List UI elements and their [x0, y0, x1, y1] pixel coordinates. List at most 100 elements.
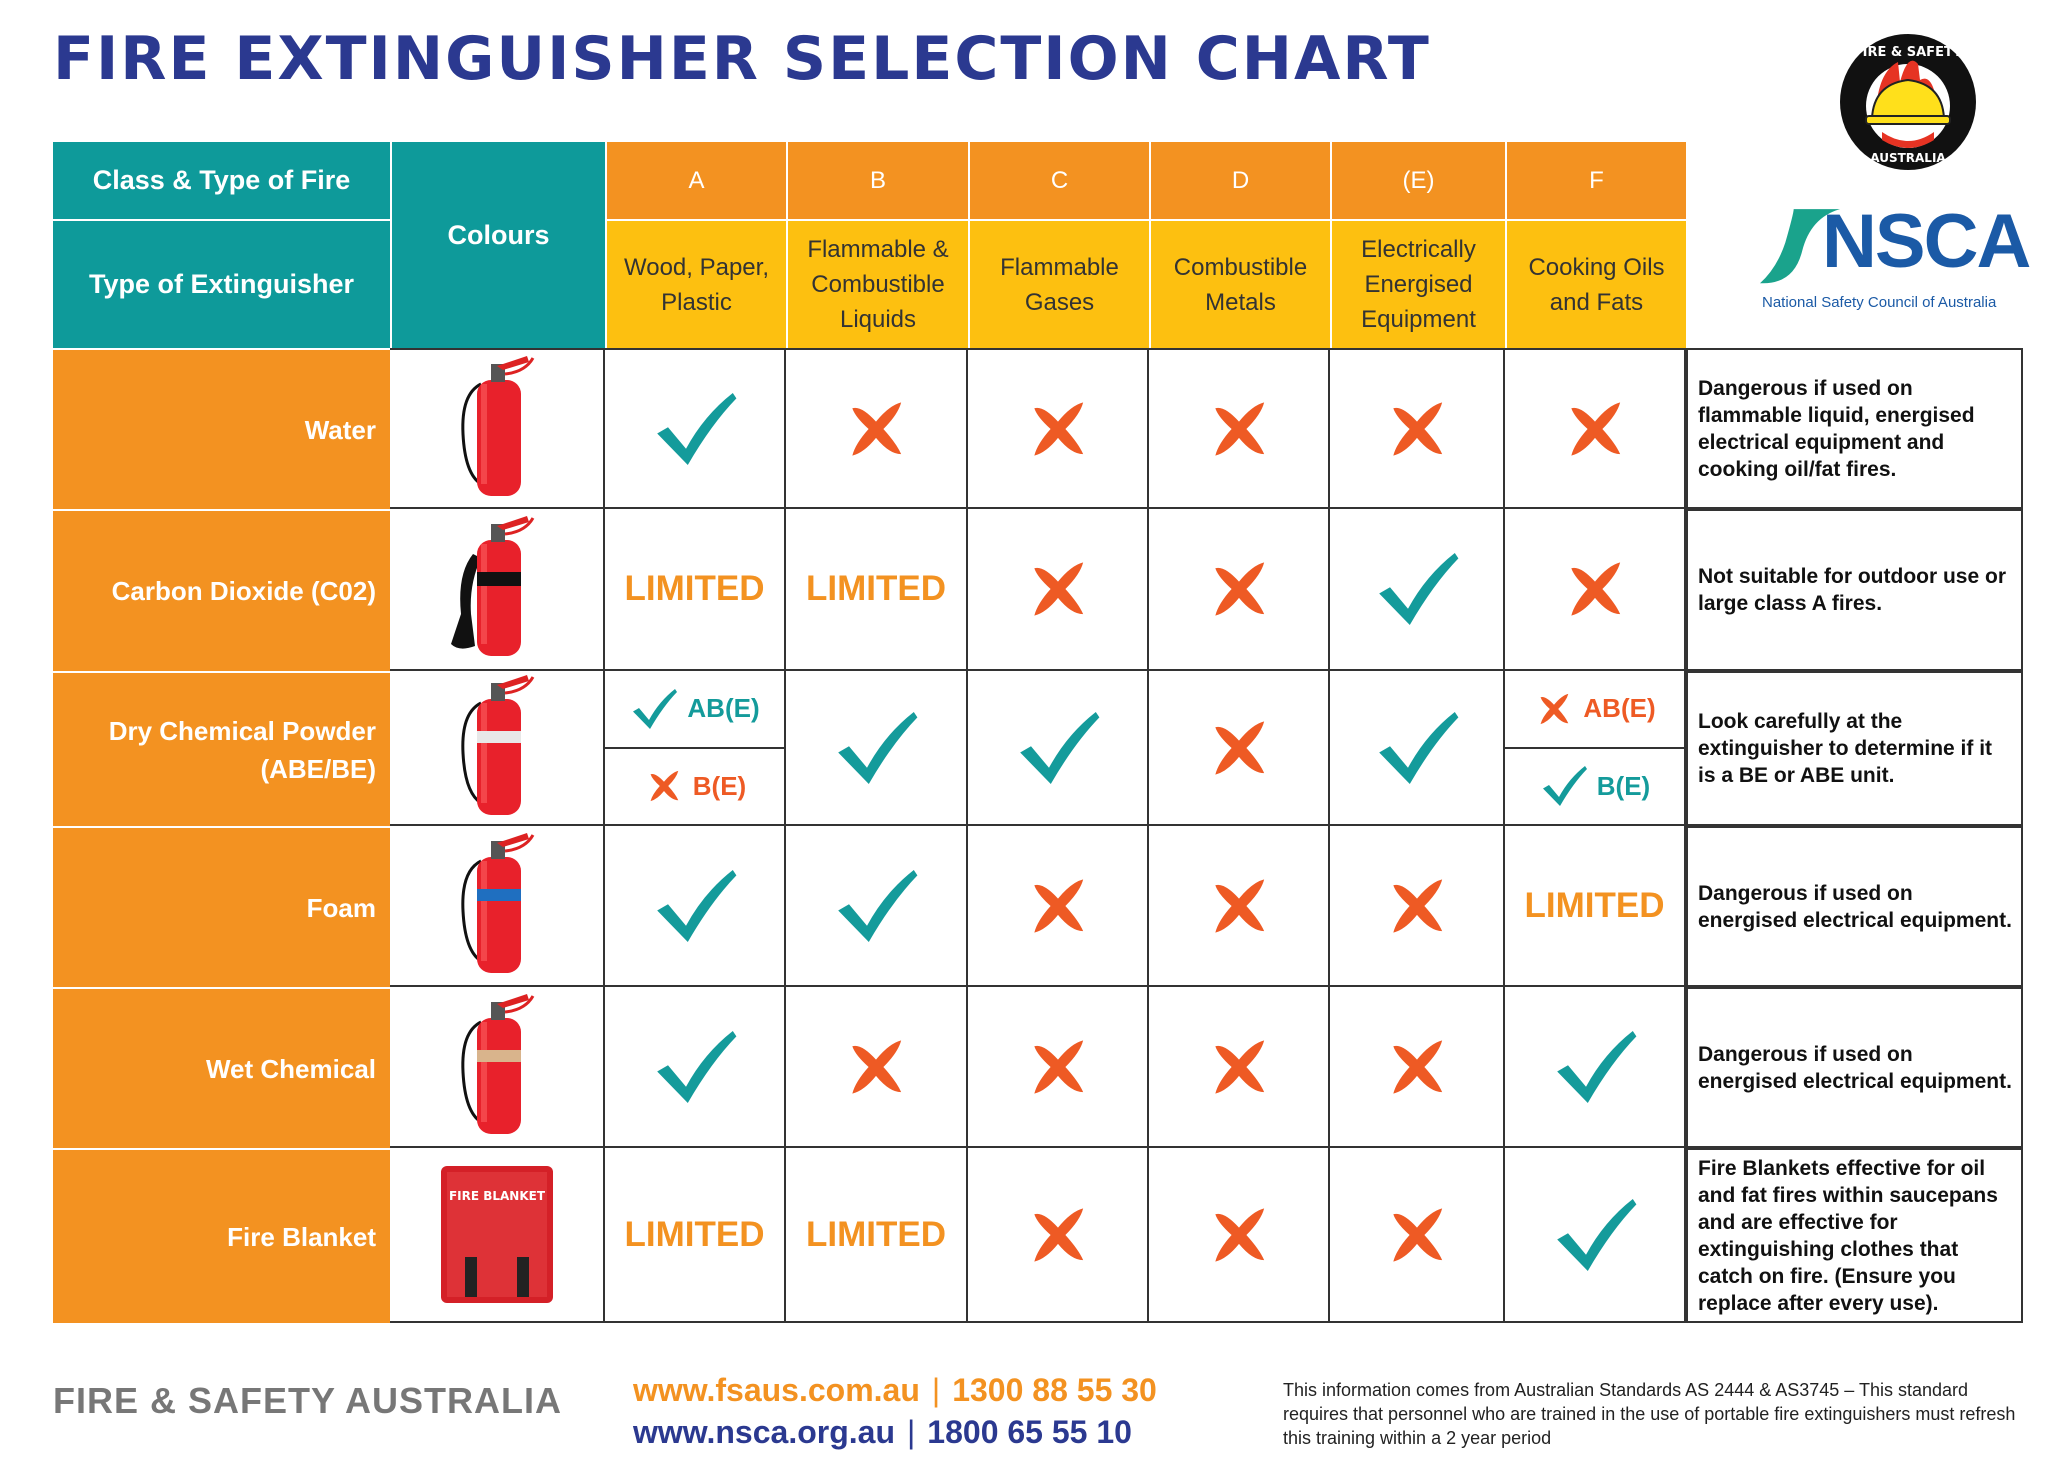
split-bottom: B(E) [605, 749, 784, 825]
footer-divider: | [906, 1414, 916, 1450]
check-icon [838, 869, 918, 942]
cross-icon [1033, 878, 1083, 933]
class-description: Wood, Paper, Plastic [605, 219, 786, 348]
extinguisher-type-label: Carbon Dioxide (C02) [53, 509, 390, 671]
suitability-cell [605, 987, 786, 1148]
check-icon [838, 711, 918, 784]
warning-note: Not suitable for outdoor use or large cl… [1686, 509, 2023, 671]
suitability-cell [1149, 826, 1330, 987]
check-icon [633, 688, 678, 729]
suitability-cell [786, 348, 968, 509]
suitability-cell [1149, 509, 1330, 671]
cross-icon [1540, 693, 1569, 724]
class-description: Combustible Metals [1149, 219, 1330, 348]
check-icon [656, 392, 736, 465]
suitability-cell [1505, 1148, 1686, 1323]
cross-icon [1570, 562, 1620, 616]
fsa-contact-line: www.fsaus.com.au | 1300 88 55 30 [633, 1372, 1157, 1409]
fire-extinguisher-icon [460, 674, 534, 815]
check-icon [1378, 553, 1458, 625]
cross-icon [1214, 1207, 1264, 1262]
suitability-cell [786, 987, 968, 1148]
cross-icon [1033, 562, 1083, 616]
limited-label: LIMITED [624, 1214, 765, 1254]
split-top: AB(E) [605, 671, 784, 749]
extinguisher-image [390, 509, 605, 671]
suitable-label: AB(E) [687, 693, 760, 724]
suitability-cell [605, 348, 786, 509]
cross-icon [1392, 878, 1442, 933]
nsca-website-link[interactable]: www.nsca.org.au [633, 1414, 895, 1450]
suitability-cell [1330, 826, 1505, 987]
class-letter-b: B [786, 142, 968, 219]
suitability-cell [1505, 509, 1686, 671]
suitability-cell [1149, 671, 1330, 826]
suitability-cell: LIMITED [786, 509, 968, 671]
unsuitable-label: AB(E) [1583, 693, 1656, 724]
class-description: Electrically Energised Equipment [1330, 219, 1505, 348]
extinguisher-type-label: Fire Blanket [53, 1148, 390, 1323]
warning-note: Dangerous if used on energised electrica… [1686, 987, 2023, 1148]
fsa-website-link[interactable]: www.fsaus.com.au [633, 1372, 920, 1408]
suitability-cell: AB(E) B(E) [605, 671, 786, 826]
fire-extinguisher-icon [450, 516, 534, 656]
suitability-cell [786, 826, 968, 987]
nsca-logo: NSCA National Safety Council of Australi… [1760, 199, 2031, 320]
cross-icon [1214, 1039, 1264, 1094]
extinguisher-image [390, 826, 605, 987]
suitability-cell: AB(E) B(E) [1505, 671, 1686, 826]
unsuitable-label: B(E) [692, 770, 747, 801]
warning-note: Dangerous if used on flammable liquid, e… [1686, 348, 2023, 509]
cross-icon [1392, 1039, 1442, 1094]
class-letter-d: D [1149, 142, 1330, 219]
cross-icon [1392, 1207, 1442, 1262]
suitability-cell [1330, 509, 1505, 671]
suitability-cell [1149, 1148, 1330, 1323]
cross-icon [852, 401, 902, 456]
suitability-cell: LIMITED [605, 1148, 786, 1323]
fire-extinguisher-icon [460, 832, 534, 973]
check-icon [656, 1030, 736, 1103]
suitability-cell [968, 671, 1149, 826]
check-icon [1019, 711, 1099, 784]
limited-label: LIMITED [806, 1214, 946, 1254]
extinguisher-type-label: Water [53, 348, 390, 509]
limited-label: LIMITED [806, 569, 946, 608]
check-icon [1556, 1198, 1636, 1271]
cross-icon [1033, 401, 1083, 456]
nsca-swoosh-icon [1760, 209, 1840, 284]
suitability-cell [786, 671, 968, 826]
suitability-cell [968, 509, 1149, 671]
warning-note: Look carefully at the extinguisher to de… [1686, 671, 2023, 826]
cross-icon [1392, 401, 1442, 456]
class-letter-e: (E) [1330, 142, 1505, 219]
check-icon [1378, 711, 1458, 784]
suitability-cell [1505, 348, 1686, 509]
suitability-cell: LIMITED [605, 509, 786, 671]
extinguisher-type-label: Dry Chemical Powder (ABE/BE) [53, 671, 390, 826]
check-icon [1556, 1030, 1636, 1103]
extinguisher-type-header: Type of Extinguisher [53, 219, 390, 348]
suitable-label: B(E) [1596, 770, 1651, 801]
nsca-wordmark: NSCA [1822, 199, 2031, 284]
colours-header: Colours [390, 142, 605, 348]
class-letter-c: C [968, 142, 1149, 219]
cross-icon [1214, 401, 1264, 456]
extinguisher-image [390, 987, 605, 1148]
extinguisher-image [390, 671, 605, 826]
warning-note: Dangerous if used on energised electrica… [1686, 826, 2023, 987]
cross-icon [852, 1039, 902, 1094]
footer-divider: | [931, 1372, 941, 1408]
warning-note: Fire Blankets effective for oil and fat … [1686, 1148, 2023, 1323]
split-bottom: B(E) [1505, 749, 1684, 825]
check-icon [656, 869, 736, 942]
footer-brand: FIRE & SAFETY AUSTRALIA [53, 1380, 563, 1421]
page-title: FIRE EXTINGUISHER SELECTION CHART [53, 24, 1431, 94]
svg-text:FIRE BLANKET: FIRE BLANKET [448, 1189, 545, 1203]
class-type-header: Class & Type of Fire [53, 142, 390, 219]
extinguisher-image: FIRE BLANKET [390, 1148, 605, 1323]
cross-icon [650, 771, 679, 802]
fsa-phone: 1300 88 55 30 [952, 1372, 1157, 1408]
limited-label: LIMITED [1524, 885, 1665, 925]
suitability-cell [605, 826, 786, 987]
